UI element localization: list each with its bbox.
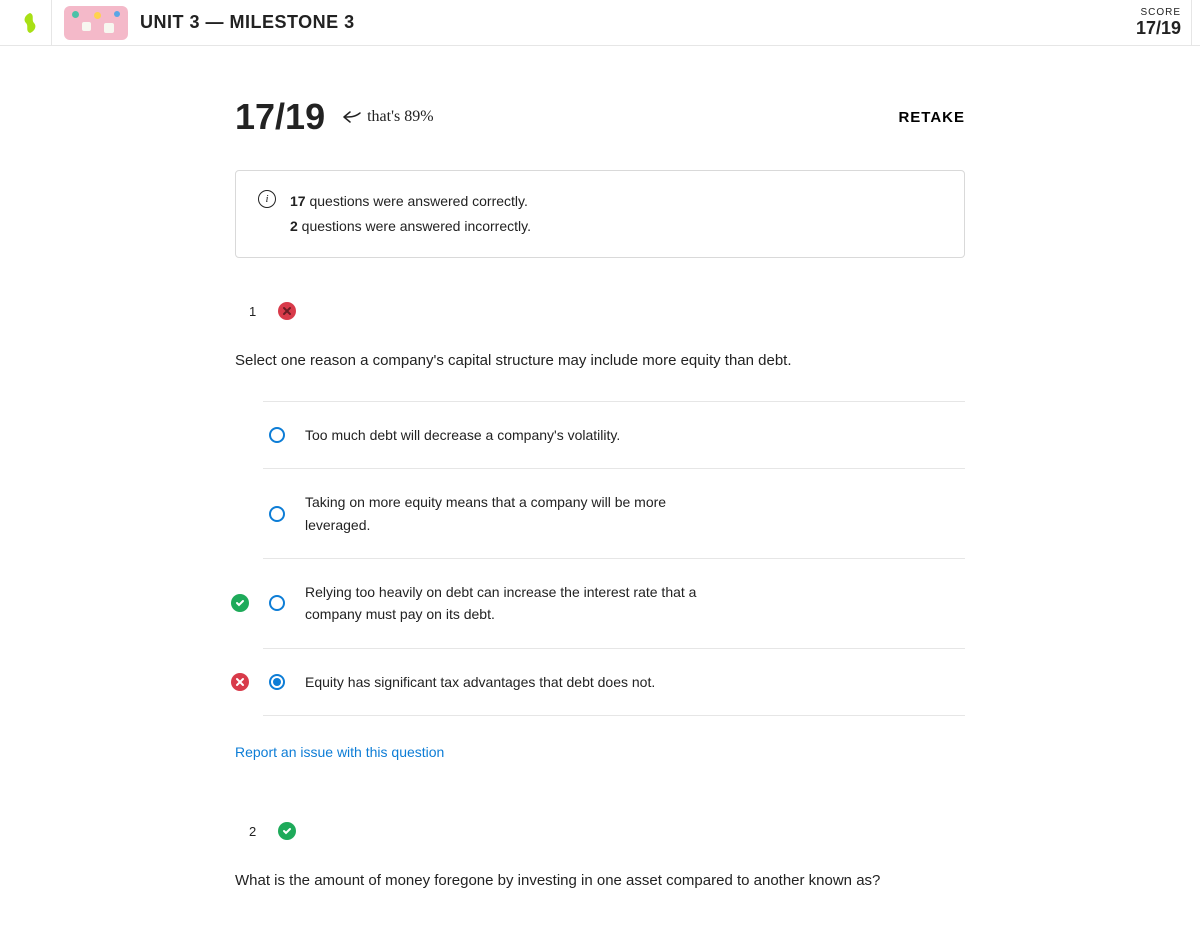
check-icon bbox=[235, 598, 245, 608]
question-number: 2 bbox=[249, 824, 256, 839]
report-issue-link[interactable]: Report an issue with this question bbox=[235, 744, 444, 760]
option-text: Relying too heavily on debt can increase… bbox=[305, 581, 725, 626]
option-4[interactable]: Equity has significant tax advantages th… bbox=[263, 648, 965, 716]
question-text: Select one reason a company's capital st… bbox=[235, 350, 965, 373]
mark-slot bbox=[231, 594, 249, 612]
option-2[interactable]: Taking on more equity means that a compa… bbox=[263, 468, 965, 558]
radio-icon-selected bbox=[269, 674, 285, 690]
question-number: 1 bbox=[249, 304, 256, 319]
option-text: Equity has significant tax advantages th… bbox=[305, 671, 655, 693]
summary-box: i 17 questions were answered correctly. … bbox=[235, 170, 965, 258]
big-score: 17/19 bbox=[235, 96, 325, 138]
x-icon bbox=[235, 677, 245, 687]
summary-correct: 17 questions were answered correctly. bbox=[290, 189, 531, 214]
correct-mark-icon bbox=[231, 594, 249, 612]
x-icon bbox=[282, 306, 292, 316]
brand-logo[interactable] bbox=[8, 0, 52, 46]
wrong-mark-icon bbox=[231, 673, 249, 691]
question-header: 1 bbox=[235, 302, 965, 320]
top-bar: UNIT 3 — MILESTONE 3 SCORE 17/19 bbox=[0, 0, 1200, 46]
score-value: 17/19 bbox=[1136, 18, 1181, 39]
correct-text: questions were answered correctly. bbox=[306, 193, 528, 209]
score-display: SCORE 17/19 bbox=[1136, 0, 1192, 46]
option-1[interactable]: Too much debt will decrease a company's … bbox=[263, 401, 965, 468]
status-badge-right bbox=[278, 822, 296, 840]
incorrect-count: 2 bbox=[290, 218, 298, 234]
summary-lines: 17 questions were answered correctly. 2 … bbox=[290, 189, 531, 239]
question-text: What is the amount of money foregone by … bbox=[235, 870, 965, 893]
question-1: 1 Select one reason a company's capital … bbox=[235, 302, 965, 762]
reply-arrow-icon bbox=[343, 110, 361, 124]
radio-icon bbox=[269, 427, 285, 443]
unit-thumbnail bbox=[64, 6, 128, 40]
status-badge-wrong bbox=[278, 302, 296, 320]
mark-slot bbox=[231, 673, 249, 691]
question-2: 2 What is the amount of money foregone b… bbox=[235, 822, 965, 893]
option-3[interactable]: Relying too heavily on debt can increase… bbox=[263, 558, 965, 648]
check-icon bbox=[282, 826, 292, 836]
radio-icon bbox=[269, 595, 285, 611]
result-row: 17/19 that's 89% RETAKE bbox=[235, 96, 965, 138]
score-label: SCORE bbox=[1136, 7, 1181, 18]
summary-incorrect: 2 questions were answered incorrectly. bbox=[290, 214, 531, 239]
question-header: 2 bbox=[235, 822, 965, 840]
info-icon: i bbox=[258, 190, 276, 208]
main-content: 17/19 that's 89% RETAKE i 17 questions w… bbox=[235, 96, 965, 893]
percent-text: that's 89% bbox=[367, 108, 433, 126]
incorrect-text: questions were answered incorrectly. bbox=[298, 218, 531, 234]
radio-icon bbox=[269, 506, 285, 522]
retake-button[interactable]: RETAKE bbox=[898, 109, 965, 126]
percent-note: that's 89% bbox=[343, 108, 433, 126]
option-text: Taking on more equity means that a compa… bbox=[305, 491, 725, 536]
option-text: Too much debt will decrease a company's … bbox=[305, 424, 620, 446]
correct-count: 17 bbox=[290, 193, 306, 209]
page-title: UNIT 3 — MILESTONE 3 bbox=[140, 12, 355, 33]
sophia-logo-icon bbox=[18, 11, 42, 35]
options-list: Too much debt will decrease a company's … bbox=[235, 401, 965, 716]
